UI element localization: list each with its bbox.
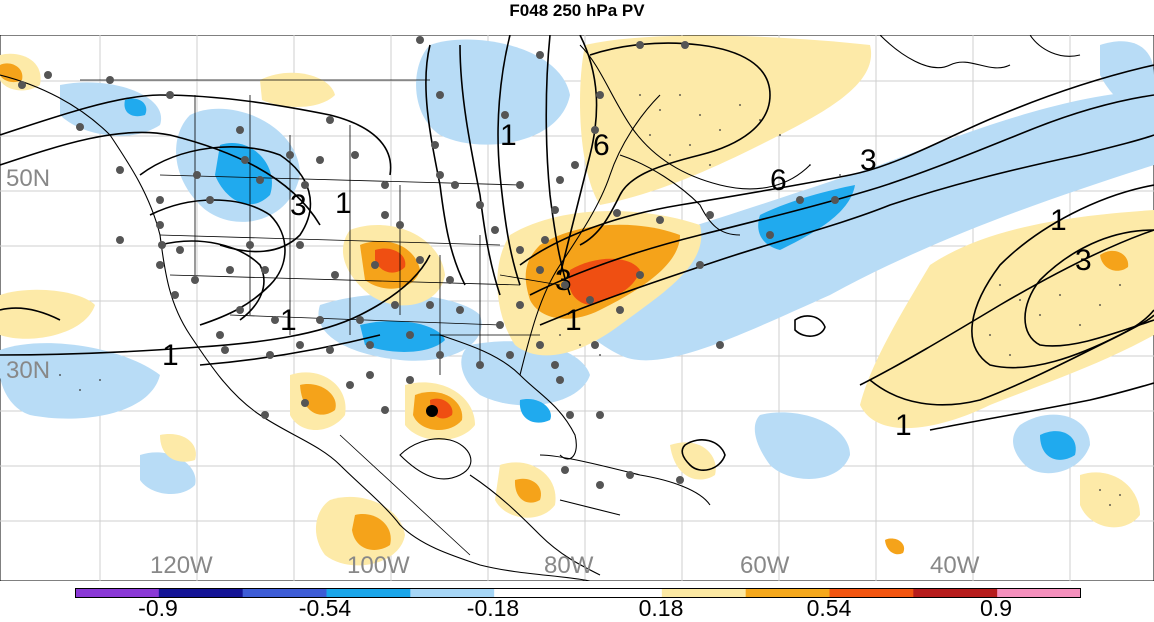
coastlines-borders <box>0 35 1081 581</box>
lon-label-100w: 100W <box>347 552 410 579</box>
colorbar-segment <box>997 588 1081 598</box>
colorbar-tick-label: 0.18 <box>638 595 684 621</box>
colorbar-segment <box>661 588 747 598</box>
contour-labels: 1 3 6 1 3 6 3 1 3 1 1 1 1 <box>162 119 1092 442</box>
colorbar-tick-label: -0.9 <box>138 595 178 621</box>
colorbar-segment <box>829 588 914 598</box>
lat-label-30n: 30N <box>6 357 51 384</box>
contour-label: 1 <box>565 304 582 337</box>
colorbar-segment <box>578 588 663 598</box>
colorbar <box>75 588 1081 598</box>
contour-label: 3 <box>555 264 572 297</box>
colorbar-frame <box>75 588 1081 598</box>
colorbar-segment <box>745 588 830 598</box>
contour-label: 1 <box>162 339 179 372</box>
colorbar-segment <box>410 588 495 598</box>
station-markers <box>18 36 839 489</box>
lon-label-120w: 120W <box>150 552 213 579</box>
lat-label-50n: 50N <box>6 165 51 192</box>
significance-stippling <box>59 94 1121 506</box>
colorbar-segment <box>242 588 327 598</box>
colorbar-tick-label: -0.54 <box>298 595 352 621</box>
contour-label: 1 <box>1050 204 1067 237</box>
lon-label-40w: 40W <box>930 552 980 579</box>
contour-label: 3 <box>1075 244 1092 277</box>
colorbar-segment <box>158 588 244 598</box>
map-title: F048 250 hPa PV <box>509 1 645 20</box>
colorbar-segment <box>326 588 411 598</box>
contour-label: 1 <box>280 304 297 337</box>
colorbar-tick-label: -0.18 <box>466 595 520 621</box>
contour-label: 1 <box>335 187 352 220</box>
lon-label-60w: 60W <box>740 552 790 579</box>
contour-label: 1 <box>895 409 912 442</box>
contour-label: 3 <box>290 189 307 222</box>
contour-label: 6 <box>770 164 787 197</box>
colorbar-segment <box>494 588 579 598</box>
contour-label: 3 <box>860 144 877 177</box>
pv-anomaly-map: 1 3 6 1 3 6 3 1 3 1 1 1 1 <box>0 35 1154 581</box>
lon-label-80w: 80W <box>544 552 594 579</box>
contour-label: 1 <box>500 119 517 152</box>
colorbar-tick-label: 0.9 <box>980 595 1012 621</box>
negative-anomaly-core-shading <box>124 98 1076 460</box>
colorbar-tick-label: 0.54 <box>806 595 852 621</box>
contour-label: 6 <box>593 129 610 162</box>
colorbar-segment <box>913 588 998 598</box>
selected-station-marker <box>426 405 438 417</box>
colorbar-segment <box>75 588 160 598</box>
